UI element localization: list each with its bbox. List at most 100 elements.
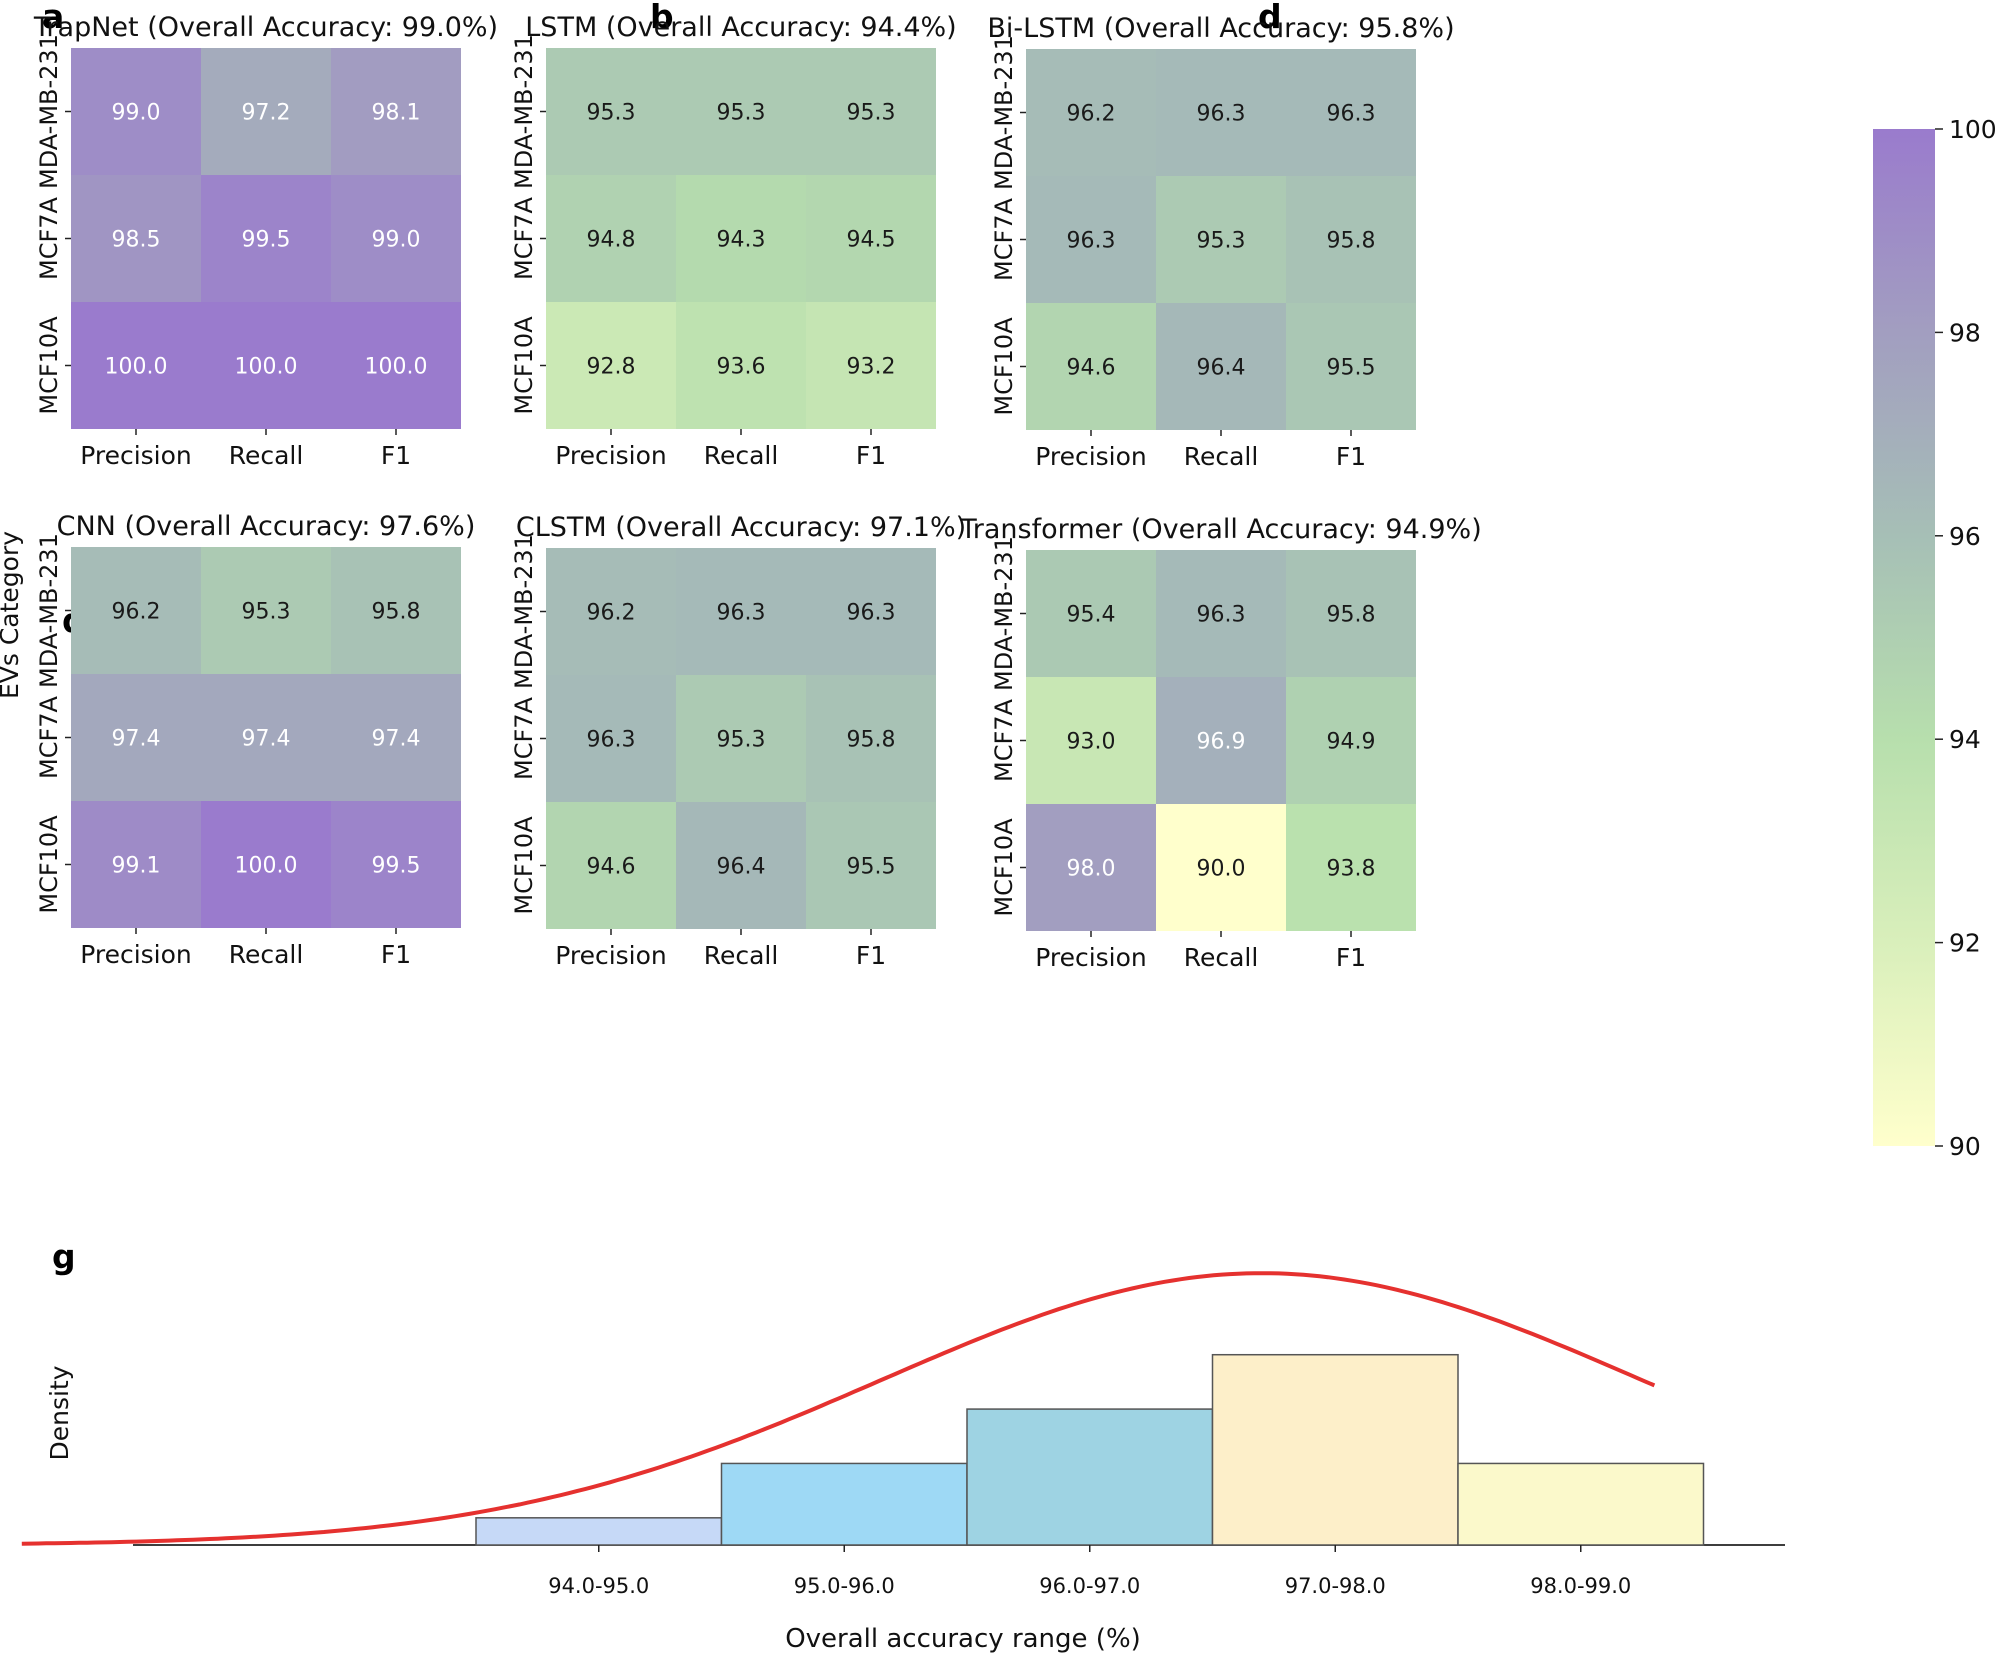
histogram-bar bbox=[1457, 1462, 1705, 1546]
heatmap-cell-label: 94.6 bbox=[1067, 356, 1116, 381]
column-tick-label: Recall bbox=[229, 940, 304, 969]
histogram-bar bbox=[475, 1517, 723, 1546]
heatmap-cell bbox=[71, 48, 201, 175]
heatmap-cell bbox=[331, 48, 461, 175]
heatmap-cell-label: 99.5 bbox=[242, 228, 291, 253]
heatmap-cell-label: 95.3 bbox=[1197, 229, 1246, 254]
heatmap-cell bbox=[1286, 303, 1416, 430]
heatmap-cell bbox=[676, 548, 806, 675]
heatmap-cell bbox=[676, 302, 806, 429]
heatmap-cell bbox=[71, 801, 201, 928]
heatmap-cell bbox=[546, 175, 676, 302]
colorbar-gradient bbox=[1873, 129, 1935, 1146]
heatmap-cell bbox=[1156, 49, 1286, 176]
heatmap-cell-label: 93.0 bbox=[1067, 730, 1116, 755]
row-tick-label: MCF10A bbox=[990, 317, 1018, 416]
row-tick-label: MCF7A bbox=[990, 698, 1018, 782]
heatmap-cell bbox=[546, 302, 676, 429]
heatmap-cell bbox=[201, 48, 331, 175]
heatmap-cell-label: 96.3 bbox=[1197, 603, 1246, 628]
row-tick-label: MCF10A bbox=[35, 815, 63, 914]
heatmap-cell-label: 95.3 bbox=[587, 101, 636, 126]
heatmap-cell-label: 96.4 bbox=[717, 855, 766, 880]
heatmap-cell-label: 96.4 bbox=[1197, 356, 1246, 381]
heatmap-cell-label: 96.3 bbox=[717, 601, 766, 626]
heatmap-cell-label: 96.3 bbox=[1197, 102, 1246, 127]
heatmap-cell bbox=[1286, 550, 1416, 677]
row-tick-label: MCF7A bbox=[35, 695, 63, 779]
heatmap-cell bbox=[1156, 804, 1286, 931]
heatmap-cell bbox=[1026, 49, 1156, 176]
shared-y-axis-label: EVs Category bbox=[0, 531, 24, 699]
heatmap-cell bbox=[806, 802, 936, 929]
heatmap-cell-label: 96.9 bbox=[1197, 730, 1246, 755]
heatmap-cell-label: 100.0 bbox=[235, 355, 298, 380]
heatmap-cell bbox=[546, 48, 676, 175]
heatmap-cell-label: 100.0 bbox=[235, 854, 298, 879]
heatmap-cell-label: 95.8 bbox=[1327, 229, 1376, 254]
heatmap-cell-label: 99.5 bbox=[372, 854, 421, 879]
heatmap-cell bbox=[1156, 550, 1286, 677]
heatmap-cell bbox=[201, 175, 331, 302]
heatmap-cell-label: 94.6 bbox=[587, 855, 636, 880]
heatmap-cell bbox=[676, 675, 806, 802]
heatmap-cell-label: 95.3 bbox=[717, 101, 766, 126]
heatmap-cell-label: 97.2 bbox=[242, 101, 291, 126]
heatmap-cell-label: 96.3 bbox=[1327, 102, 1376, 127]
heatmap-cell bbox=[71, 175, 201, 302]
heatmap-cell-label: 97.4 bbox=[112, 727, 161, 752]
heatmap-cell-label: 94.3 bbox=[717, 228, 766, 253]
row-tick-label: MCF10A bbox=[990, 818, 1018, 917]
heatmap-title: CLSTM (Overall Accuracy: 97.1%) bbox=[516, 512, 966, 543]
row-tick-label: MCF10A bbox=[510, 816, 538, 915]
heatmap-cell-label: 93.8 bbox=[1327, 857, 1376, 882]
row-tick-label: MDA-MB-231 bbox=[510, 34, 538, 189]
heatmap-cell bbox=[546, 548, 676, 675]
heatmap-cell-label: 96.3 bbox=[847, 601, 896, 626]
histogram-y-label: Density bbox=[45, 1365, 74, 1460]
histogram-bar bbox=[1211, 1353, 1459, 1546]
colorbar: 90 92 94 96 98 100 bbox=[1873, 115, 1997, 1161]
column-tick-label: Recall bbox=[704, 441, 779, 470]
heatmap-title: CNN (Overall Accuracy: 97.6%) bbox=[57, 511, 476, 542]
heatmap-panel-4: dCNN (Overall Accuracy: 97.6%)96.295.395… bbox=[35, 511, 475, 969]
column-tick-label: Precision bbox=[80, 441, 192, 470]
heatmap-cell-label: 100.0 bbox=[365, 355, 428, 380]
heatmap-cell bbox=[806, 175, 936, 302]
heatmap-cell bbox=[71, 547, 201, 674]
heatmap-panel-5: eCLSTM (Overall Accuracy: 97.1%)96.296.3… bbox=[510, 512, 966, 970]
row-tick-label: MDA-MB-231 bbox=[35, 533, 63, 688]
row-tick-label: MDA-MB-231 bbox=[990, 35, 1018, 190]
column-tick-label: F1 bbox=[856, 941, 886, 970]
heatmap-cell-label: 93.6 bbox=[717, 355, 766, 380]
heatmap-cell bbox=[1026, 804, 1156, 931]
heatmap-cell bbox=[1286, 176, 1416, 303]
heatmap-cell-label: 100.0 bbox=[105, 355, 168, 380]
heatmap-cell bbox=[806, 302, 936, 429]
heatmap-cell bbox=[331, 175, 461, 302]
column-tick-label: Recall bbox=[1184, 943, 1259, 972]
histogram-bar bbox=[966, 1408, 1214, 1546]
panel-letter: b bbox=[650, 0, 674, 36]
panel-letter: d bbox=[1258, 0, 1282, 36]
heatmap-cell bbox=[1286, 677, 1416, 804]
column-tick-label: Precision bbox=[1035, 943, 1147, 972]
heatmap-cell-label: 99.0 bbox=[112, 101, 161, 126]
heatmap-cell bbox=[1286, 804, 1416, 931]
column-tick-label: F1 bbox=[381, 441, 411, 470]
colorbar-tick-label: 96 bbox=[1949, 522, 1981, 551]
heatmap-cell-label: 97.4 bbox=[242, 727, 291, 752]
heatmap-cell-label: 94.8 bbox=[587, 228, 636, 253]
heatmap-cell-label: 95.4 bbox=[1067, 603, 1116, 628]
row-tick-label: MCF10A bbox=[510, 316, 538, 415]
heatmap-cell-label: 96.2 bbox=[587, 601, 636, 626]
heatmap-cell bbox=[1026, 176, 1156, 303]
heatmap-cell-label: 95.3 bbox=[847, 101, 896, 126]
heatmap-cell-label: 95.8 bbox=[847, 728, 896, 753]
heatmap-panel-3: dBi-LSTM (Overall Accuracy: 95.8%) 96.2 96… bbox=[987, 0, 1454, 471]
row-tick-label: MCF7A bbox=[510, 696, 538, 780]
histogram-x-label: Overall accuracy range (%) bbox=[785, 1624, 1141, 1653]
